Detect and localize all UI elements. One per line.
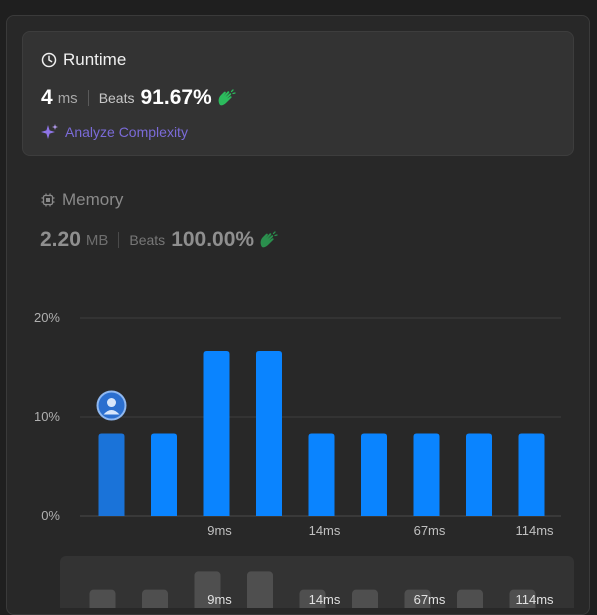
- runtime-stat: 4 ms Beats 91.67%: [41, 86, 236, 110]
- analyze-complexity-link[interactable]: Analyze Complexity: [41, 123, 188, 141]
- memory-stat: 2.20 MB Beats 100.00%: [40, 228, 278, 252]
- avatar-icon: [103, 410, 120, 415]
- runtime-value: 4: [41, 86, 53, 109]
- memory-unit: MB: [85, 231, 109, 249]
- mini-bar: [404, 589, 431, 608]
- memory-beats-label: Beats: [129, 232, 166, 248]
- memory-value: 2.20: [40, 228, 81, 251]
- mini-x-tick-label: 114ms: [515, 592, 554, 607]
- runtime-unit: ms: [57, 89, 78, 107]
- mini-bar: [457, 589, 483, 608]
- mini-bar: [299, 589, 326, 608]
- mini-x-tick-label: 14ms: [309, 592, 341, 607]
- chart-bar[interactable]: [151, 433, 177, 516]
- chart-bar[interactable]: [361, 433, 387, 516]
- memory-beats-percent: 100.00%: [171, 228, 255, 251]
- runtime-beats-label: Beats: [98, 90, 135, 106]
- mini-bar: [247, 571, 273, 608]
- x-tick-label: 67ms: [414, 523, 446, 538]
- avatar-icon: [107, 398, 116, 408]
- runtime-header: Runtime: [41, 50, 126, 70]
- divider: [118, 232, 120, 248]
- chart-bar[interactable]: [518, 433, 545, 516]
- runtime-title: Runtime: [63, 50, 127, 69]
- chart-bar[interactable]: [413, 433, 440, 516]
- clock-icon: [41, 52, 57, 68]
- mini-x-tick-label: 67ms: [414, 592, 446, 607]
- analyze-complexity-label[interactable]: Analyze Complexity: [65, 124, 188, 140]
- divider: [87, 90, 89, 106]
- mini-bar: [142, 589, 168, 608]
- mini-bar: [194, 571, 221, 608]
- x-tick-label: 9ms: [207, 523, 232, 538]
- mini-bar: [352, 589, 378, 608]
- overview-scrollbar[interactable]: [60, 556, 574, 608]
- x-tick-label: 14ms: [309, 523, 341, 538]
- mini-x-tick-label: 9ms: [207, 592, 232, 607]
- sparkle-icon: [41, 123, 59, 141]
- mini-bar: [89, 589, 116, 608]
- y-tick-label: 0%: [41, 508, 60, 523]
- memory-title: Memory: [62, 190, 124, 209]
- chart-bar[interactable]: [98, 433, 125, 516]
- runtime-beats-percent: 91.67%: [140, 86, 212, 109]
- y-tick-label: 10%: [34, 409, 60, 424]
- runtime-card[interactable]: Runtime 4 ms Beats 91.67% Analyze Comple…: [22, 31, 574, 156]
- x-tick-label: 114ms: [515, 523, 554, 538]
- clapping-hands-icon: [216, 89, 236, 107]
- chart-bar[interactable]: [466, 433, 492, 516]
- y-tick-label: 20%: [34, 310, 60, 325]
- chart-bar[interactable]: [203, 350, 230, 516]
- mini-bar: [509, 589, 536, 608]
- clapping-hands-icon: [258, 231, 278, 249]
- chart-bar[interactable]: [256, 350, 282, 516]
- chart-bar[interactable]: [308, 433, 335, 516]
- memory-header: Memory: [40, 190, 123, 210]
- chip-icon: [40, 192, 56, 208]
